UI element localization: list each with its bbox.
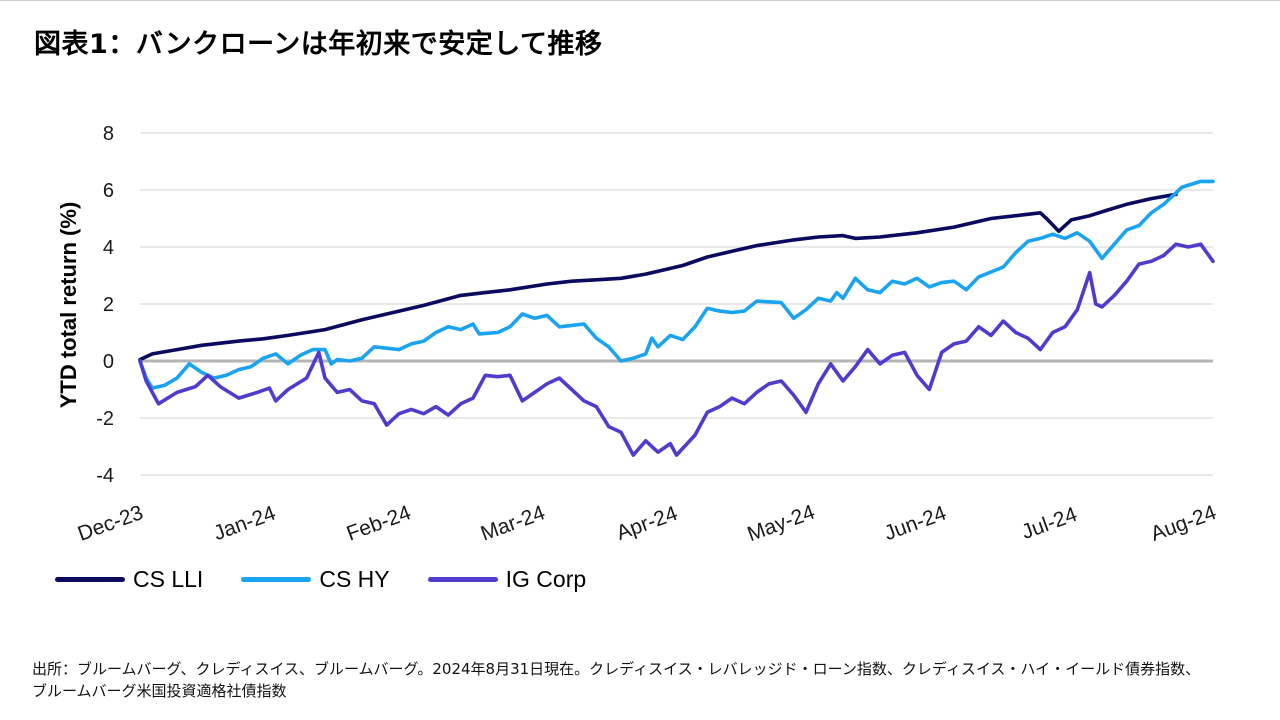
legend-item-ig-corp: IG Corp xyxy=(427,566,587,593)
y-axis-title: YTD total return (%) xyxy=(56,202,81,409)
x-tick-label: Apr-24 xyxy=(613,502,680,545)
series-lines xyxy=(138,179,1215,457)
y-tick-label: 0 xyxy=(103,351,114,373)
x-tick-labels: Dec-23 Jan-24 Feb-24 Mar-24 Apr-24 May-24 Jun-… xyxy=(75,501,1220,547)
legend-swatch xyxy=(241,577,312,582)
y-tick-label: -4 xyxy=(96,465,114,487)
page-title: 図表1：バンクローンは年初来で安定して推移 xyxy=(34,29,603,60)
legend-item-cs-lli: CS LLI xyxy=(55,566,203,593)
source-line-1: 出所：ブルームバーグ、クレディスイス、ブルームバーグ。2024年8月31日現在。… xyxy=(32,660,1201,678)
legend-item-cs-hy: CS HY xyxy=(241,566,390,593)
series-line-ig-corp xyxy=(138,242,1215,457)
legend-swatch xyxy=(55,577,125,582)
x-tick-label: Jun-24 xyxy=(881,502,950,546)
chart-legend: CS LLI CS HY IG Corp xyxy=(55,566,624,593)
x-tick-label: Dec-23 xyxy=(75,501,146,546)
source-line-2: ブルームバーグ米国投資適格社債指数 xyxy=(32,682,287,700)
legend-swatch xyxy=(427,577,498,582)
x-tick-label: Jan-24 xyxy=(211,502,280,546)
y-tick-label: 2 xyxy=(103,294,114,316)
source-note: 出所：ブルームバーグ、クレディスイス、ブルームバーグ。2024年8月31日現在。… xyxy=(32,658,1252,702)
x-tick-label: Jul-24 xyxy=(1019,503,1081,544)
x-tick-label: Mar-24 xyxy=(478,501,549,545)
grid-lines xyxy=(140,132,1213,476)
y-tick-labels: 8 6 4 2 0 -2 -4 xyxy=(96,123,114,487)
y-tick-label: 6 xyxy=(103,180,114,202)
x-tick-label: May-24 xyxy=(744,501,818,547)
y-tick-label: 8 xyxy=(103,123,114,145)
y-tick-label: -2 xyxy=(96,408,114,430)
x-tick-label: Aug-24 xyxy=(1148,501,1220,546)
x-tick-label: Feb-24 xyxy=(344,501,415,545)
y-tick-label: 4 xyxy=(103,237,114,259)
legend-label: CS HY xyxy=(319,566,390,592)
top-rule xyxy=(0,0,1280,1)
legend-label: IG Corp xyxy=(505,566,587,592)
legend-label: CS LLI xyxy=(133,566,204,592)
series-line-cs-lli xyxy=(138,192,1178,362)
series-line-cs-hy xyxy=(138,179,1215,390)
